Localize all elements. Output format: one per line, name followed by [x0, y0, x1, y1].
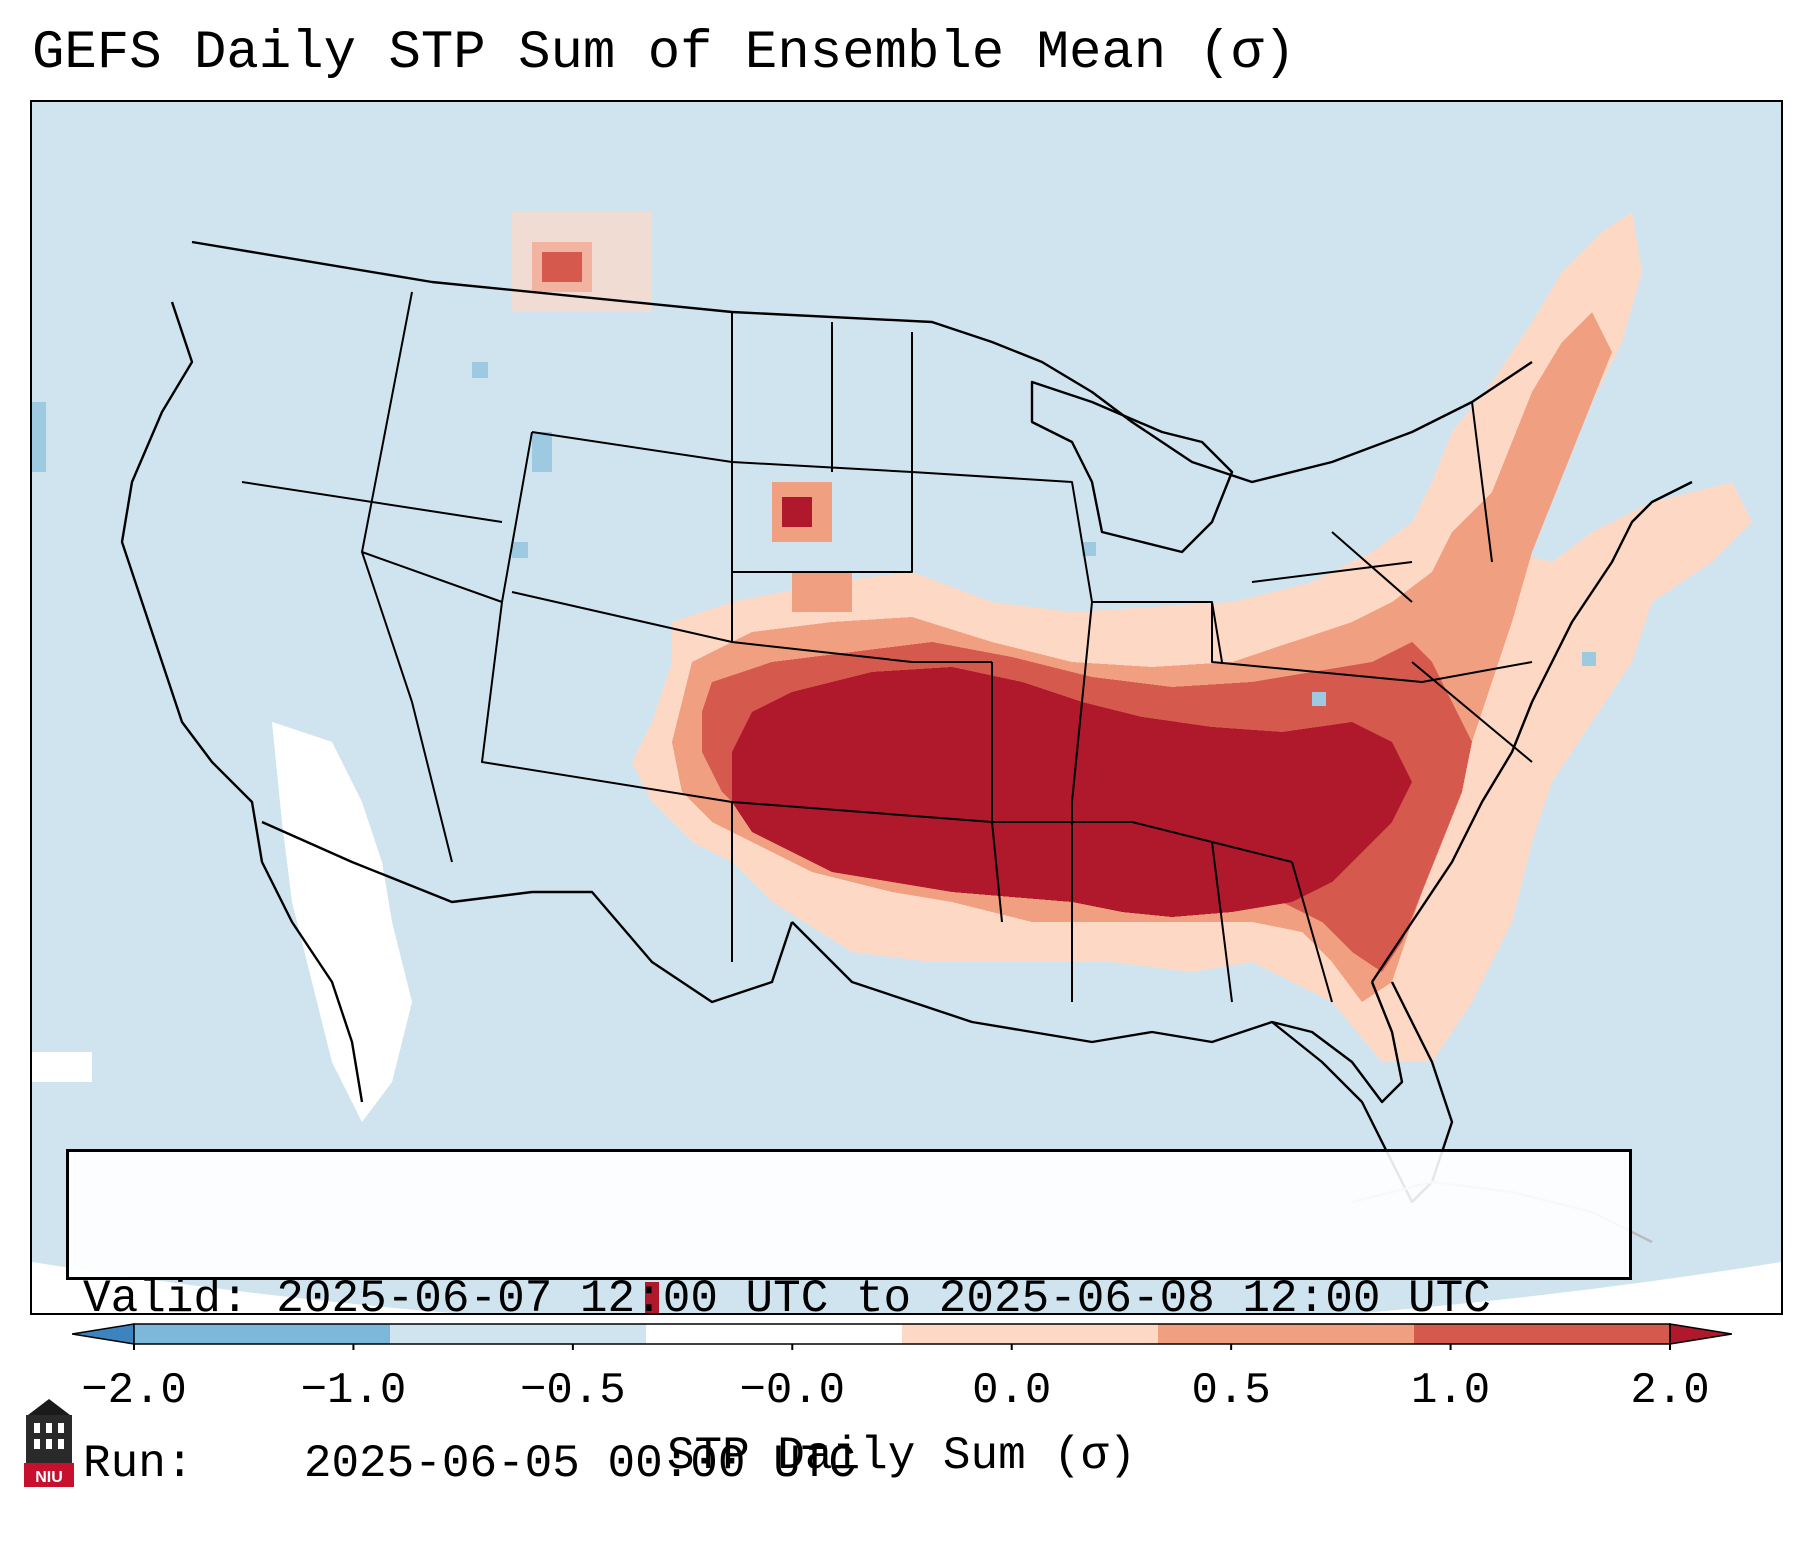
run-label: Run:: [83, 1438, 194, 1490]
colorbar-tick-label: 2.0: [1630, 1366, 1710, 1416]
stp-negative-pixel: [532, 432, 552, 472]
state-lines: [241, 291, 1533, 1003]
run-row: Run: 2025-06-05 00:00 UTC: [83, 1437, 1629, 1492]
stp-negative-pixel: [32, 402, 46, 472]
stp-map: [32, 102, 1781, 1313]
canada-us-border: [191, 240, 1533, 484]
university-building-icon: NIU: [24, 1399, 74, 1487]
stp-negative-pixel: [472, 362, 488, 378]
colorbar-extend-high: [1669, 1323, 1732, 1345]
great-lakes: [1030, 380, 1234, 554]
stp-negative-pixel: [1312, 692, 1326, 706]
colorbar-tick-label: −0.5: [520, 1366, 626, 1416]
colorbar-tick-label: −1.0: [300, 1366, 407, 1416]
stp-near-zero-mexico: [272, 722, 412, 1122]
colorbar-tick-label: 0.5: [1191, 1366, 1271, 1416]
colorbar-tick-label: 0.0: [972, 1366, 1052, 1416]
stp-strip: [645, 1282, 659, 1313]
logo-roof: [28, 1399, 70, 1415]
valid-value: 2025-06-07 12:00 UTC to 2025-06-08 12:00…: [276, 1273, 1491, 1325]
stp-blob-canada-core: [542, 252, 582, 282]
colorbar-segment: [390, 1324, 646, 1344]
stp-negative-pixel: [1082, 542, 1096, 556]
map-panel[interactable]: [30, 100, 1783, 1315]
logo-text: NIU: [35, 1469, 63, 1486]
west-coastline: [120, 301, 364, 1103]
colorbar: [72, 1323, 1732, 1350]
colorbar-segment: [1158, 1324, 1414, 1344]
stp-blob-nebraska: [792, 572, 852, 612]
valid-label: Valid:: [83, 1273, 249, 1325]
colorbar-segment: [646, 1324, 902, 1344]
logo-banner: [24, 1463, 74, 1487]
gulf-coastline: [791, 921, 1404, 1104]
stp-near-zero-pacific: [32, 1052, 92, 1082]
colorbar-tick-label: 1.0: [1410, 1366, 1491, 1416]
colorbar-frame: [133, 1323, 1671, 1345]
run-value: 2025-06-05 00:00 UTC: [303, 1438, 856, 1490]
colorbar-extend-low: [72, 1323, 135, 1345]
mexico-border: [261, 820, 794, 1004]
colorbar-tick-label: −2.0: [81, 1366, 187, 1416]
colorbar-segment: [134, 1324, 390, 1344]
stp-negative-pixel: [512, 542, 528, 558]
valid-run-info-box: Valid: 2025-06-07 12:00 UTC to 2025-06-0…: [66, 1149, 1632, 1490]
geographic-boundaries: [120, 240, 1693, 1244]
colorbar-segment: [902, 1324, 1158, 1344]
valid-row: Valid: 2025-06-07 12:00 UTC to 2025-06-0…: [83, 1272, 1629, 1327]
atlantic-coastline: [1371, 480, 1693, 983]
stp-negative-pixel: [1582, 652, 1596, 666]
map-title: GEFS Daily STP Sum of Ensemble Mean (σ): [32, 23, 1296, 84]
stp-blob-dakota-core: [782, 497, 812, 527]
colorbar-label: STP Daily Sum (σ): [666, 1430, 1137, 1482]
colorbar-tick-label: −0.0: [739, 1366, 846, 1416]
colorbar-segment: [1414, 1324, 1670, 1344]
logo-windows: [34, 1423, 64, 1449]
